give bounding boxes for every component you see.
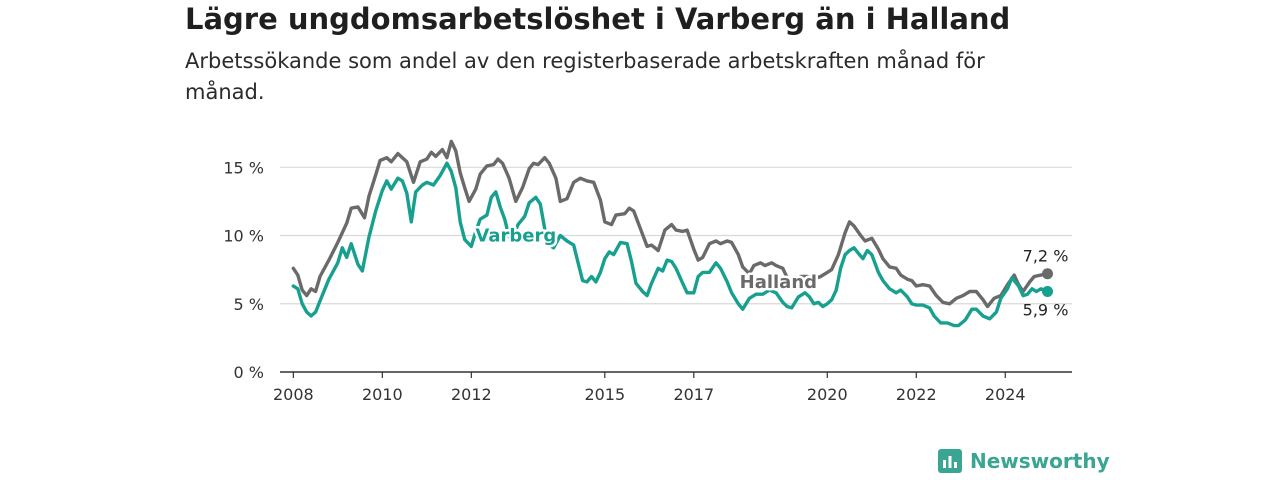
- series-lines: [291, 139, 1054, 328]
- y-tick-label: 0 %: [234, 363, 264, 382]
- newsworthy-logo[interactable]: Newsworthy: [938, 449, 1110, 475]
- x-tick-label: 2022: [896, 385, 937, 404]
- chart-title: Lägre ungdomsarbetslöshet i Varberg än i…: [185, 2, 1011, 36]
- end-value-label-varberg: 5,9 %: [1023, 300, 1069, 319]
- series-line-halland: [291, 139, 1050, 309]
- x-tick-label: 2012: [451, 385, 492, 404]
- y-axis-ticks: 0 % 5 % 10 % 15 %: [223, 158, 264, 382]
- y-tick-label: 10 %: [223, 227, 264, 246]
- x-tick-label: 2020: [807, 385, 848, 404]
- series-line-varberg: [291, 161, 1050, 328]
- chart-subtitle: Arbetssökande som andel av den registerb…: [185, 49, 985, 104]
- x-tick-label: 2024: [985, 385, 1026, 404]
- y-tick-label: 15 %: [223, 158, 264, 177]
- end-point-varberg: [1042, 285, 1054, 297]
- end-point-halland: [1042, 268, 1054, 280]
- gridlines: [280, 166, 1072, 305]
- series-labels: Halland Varberg 7,2 % 5,9 %: [473, 223, 1069, 319]
- x-axis: 2008 2010 2012 2015 2017 2020 2022 2024: [273, 371, 1072, 404]
- series-label-halland: Halland: [740, 272, 817, 293]
- x-tick-label: 2015: [584, 385, 625, 404]
- x-tick-label: 2010: [362, 385, 403, 404]
- series-label-varberg: Varberg: [475, 226, 556, 247]
- y-tick-label: 5 %: [234, 295, 264, 314]
- end-value-label-halland: 7,2 %: [1023, 247, 1069, 266]
- x-tick-label: 2017: [673, 385, 714, 404]
- x-tick-label: 2008: [273, 385, 314, 404]
- brand-name: Newsworthy: [970, 449, 1110, 473]
- bar-chart-icon: [938, 449, 962, 475]
